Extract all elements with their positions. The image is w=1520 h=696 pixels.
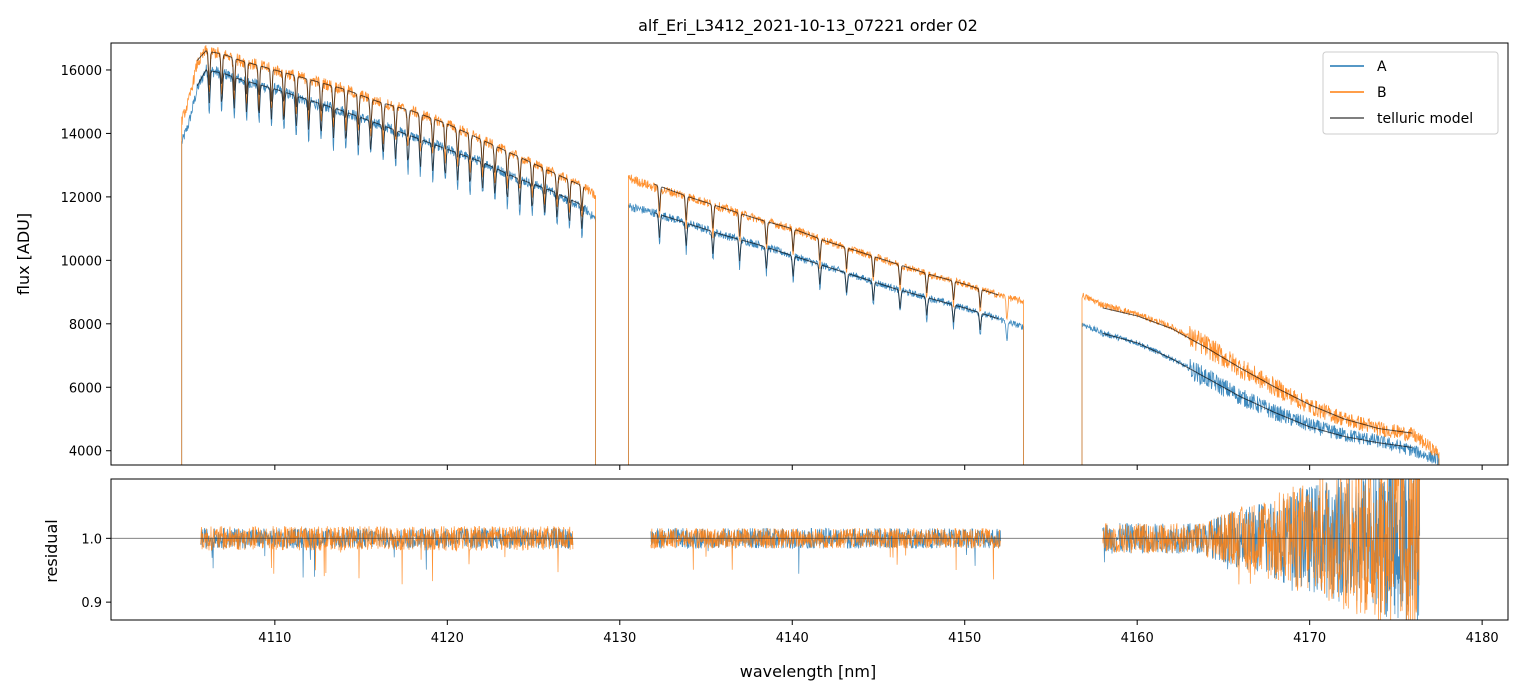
series-b-segment-0 [181, 45, 596, 465]
x-tick-label: 4130 [603, 631, 636, 646]
x-axis-label: wavelength [nm] [740, 662, 877, 681]
x-tick-label: 4170 [1293, 631, 1326, 646]
series-telluric-model-segment-0 [196, 69, 585, 229]
series-a-segment-0 [181, 64, 596, 465]
x-tick-label: 4150 [948, 631, 981, 646]
series-a-segment-2 [1081, 322, 1440, 465]
legend-label-b: B [1377, 85, 1387, 101]
flux-y-tick-label: 14000 [61, 127, 102, 142]
residual-b-segment-2 [1102, 479, 1421, 620]
flux-y-tick-label: 10000 [61, 254, 102, 269]
chart-title: alf_Eri_L3412_2021-10-13_07221 order 02 [638, 16, 978, 36]
x-tick-label: 4140 [776, 631, 809, 646]
flux-axes-frame [110, 42, 1509, 466]
x-tick-label: 4180 [1466, 631, 1499, 646]
flux-y-tick-label: 12000 [61, 191, 102, 206]
legend-label-a: A [1377, 59, 1387, 75]
x-tick-label: 4120 [431, 631, 464, 646]
flux-y-tick-label: 16000 [61, 64, 102, 79]
series-a-segment-1 [628, 203, 1024, 465]
residual-axes-frame [110, 478, 1509, 621]
residual-b-segment-1 [650, 528, 1001, 580]
series-telluric-model-segment-1 [196, 50, 585, 211]
residual-y-axis-label: residual [42, 519, 61, 582]
series-telluric-model-segment-2 [654, 212, 999, 330]
flux-y-tick-label: 8000 [69, 318, 102, 333]
series-b-segment-2 [1081, 292, 1440, 465]
x-tick-label: 4110 [258, 631, 291, 646]
series-telluric-model-segment-4 [1102, 332, 1413, 448]
flux-y-axis-label: flux [ADU] [14, 213, 33, 295]
flux-panel: 4000 6000 8000 10000 12000 14000 16000 flux [A… [14, 42, 1509, 470]
residual-y-tick-label: 1.0 [81, 532, 102, 547]
flux-y-tick-label: 6000 [69, 381, 102, 396]
legend-box [1322, 51, 1499, 135]
flux-y-tick-label: 4000 [69, 445, 102, 460]
series-telluric-model-segment-3 [654, 183, 999, 308]
x-tick-label: 4160 [1121, 631, 1154, 646]
series-telluric-model-segment-5 [1102, 307, 1413, 434]
residual-b-segment-0 [200, 525, 574, 585]
residual-panel: 0.91.0 4110 4120 4130 4140 4150 4160 4170 4180 … [42, 478, 1509, 681]
legend: A B telluric model [1322, 51, 1499, 135]
residual-y-tick-label: 0.9 [81, 596, 102, 611]
series-b-segment-1 [628, 174, 1024, 465]
legend-label-telluric: telluric model [1377, 111, 1473, 127]
